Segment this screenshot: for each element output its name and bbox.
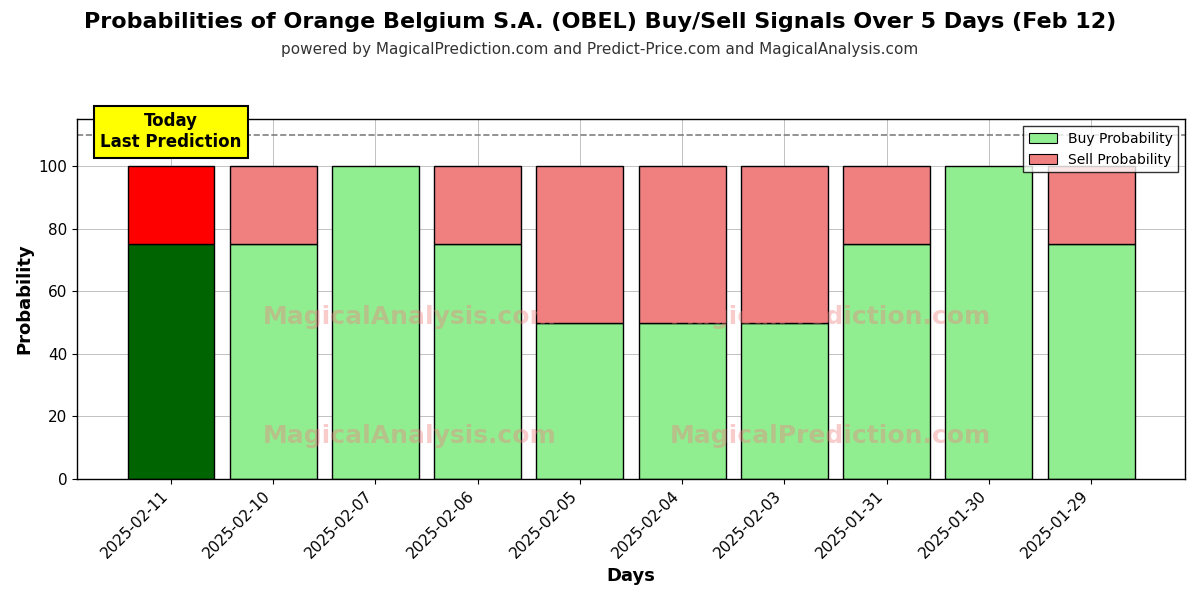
Bar	[332, 166, 419, 479]
Text: MagicalPrediction.com: MagicalPrediction.com	[670, 424, 991, 448]
Bar	[638, 323, 726, 479]
Bar	[536, 323, 624, 479]
Bar	[229, 244, 317, 479]
Text: MagicalAnalysis.com: MagicalAnalysis.com	[263, 424, 557, 448]
Bar	[536, 166, 624, 323]
Bar	[1048, 244, 1135, 479]
Text: Today
Last Prediction: Today Last Prediction	[101, 112, 241, 151]
Text: powered by MagicalPrediction.com and Predict-Price.com and MagicalAnalysis.com: powered by MagicalPrediction.com and Pre…	[281, 42, 919, 57]
Bar	[844, 244, 930, 479]
Text: MagicalAnalysis.com: MagicalAnalysis.com	[263, 305, 557, 329]
Bar	[946, 166, 1032, 479]
Bar	[844, 166, 930, 244]
Bar	[127, 244, 215, 479]
Bar	[1048, 166, 1135, 244]
Y-axis label: Probability: Probability	[14, 244, 32, 355]
Text: MagicalPrediction.com: MagicalPrediction.com	[670, 305, 991, 329]
Bar	[434, 166, 521, 244]
Bar	[229, 166, 317, 244]
Bar	[740, 323, 828, 479]
Legend: Buy Probability, Sell Probability: Buy Probability, Sell Probability	[1024, 126, 1178, 172]
Bar	[638, 166, 726, 323]
Bar	[434, 244, 521, 479]
Text: Probabilities of Orange Belgium S.A. (OBEL) Buy/Sell Signals Over 5 Days (Feb 12: Probabilities of Orange Belgium S.A. (OB…	[84, 12, 1116, 32]
Bar	[740, 166, 828, 323]
X-axis label: Days: Days	[607, 567, 655, 585]
Bar	[127, 166, 215, 244]
